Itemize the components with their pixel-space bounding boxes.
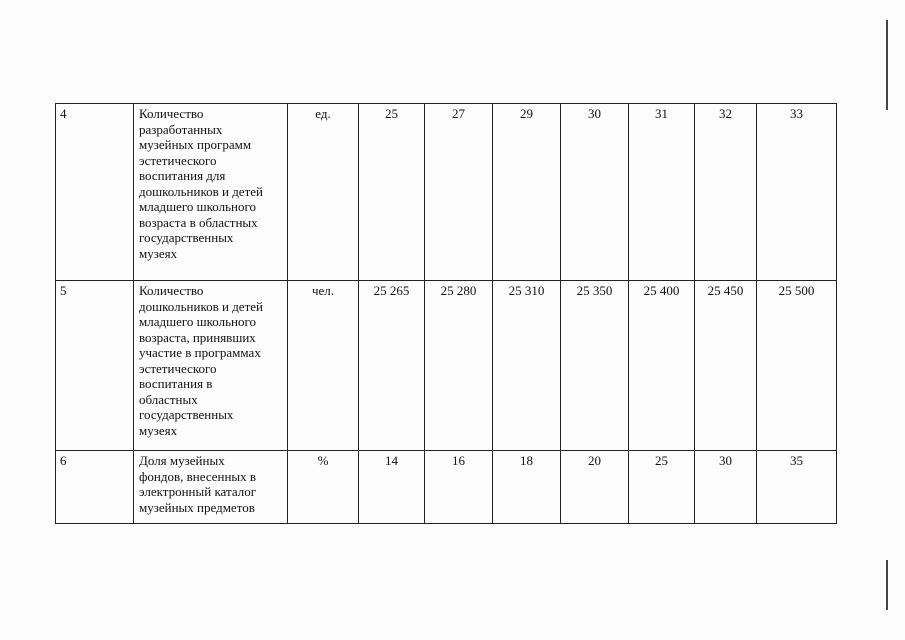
value-cell: 25 310 xyxy=(492,280,561,451)
scan-edge-mark xyxy=(886,560,888,610)
row-number: 4 xyxy=(55,103,134,281)
value-cell: 27 xyxy=(424,103,493,281)
value-cell: 20 xyxy=(560,450,629,524)
value-cell: 33 xyxy=(756,103,837,281)
table-row: 4 Количество разработанных музейных прогр… xyxy=(55,103,837,281)
indicator-description: Количество разработанных музейных програ… xyxy=(133,103,288,281)
unit-cell: % xyxy=(287,450,359,524)
row-number: 5 xyxy=(55,280,134,451)
value-cell: 25 265 xyxy=(358,280,425,451)
scan-edge-mark xyxy=(886,20,888,110)
unit-cell: ед. xyxy=(287,103,359,281)
indicator-description: Количество дошкольников и детей младшего… xyxy=(133,280,288,451)
value-cell: 25 500 xyxy=(756,280,837,451)
value-cell: 31 xyxy=(628,103,695,281)
indicator-description: Доля музейных фондов, внесенных в электр… xyxy=(133,450,288,524)
value-cell: 25 xyxy=(628,450,695,524)
row-number: 6 xyxy=(55,450,134,524)
value-cell: 16 xyxy=(424,450,493,524)
value-cell: 18 xyxy=(492,450,561,524)
value-cell: 30 xyxy=(694,450,757,524)
value-cell: 30 xyxy=(560,103,629,281)
value-cell: 35 xyxy=(756,450,837,524)
table-row: 5 Количество дошкольников и детей младшег… xyxy=(55,280,837,451)
unit-cell: чел. xyxy=(287,280,359,451)
value-cell: 25 450 xyxy=(694,280,757,451)
value-cell: 25 280 xyxy=(424,280,493,451)
table-row: 6 Доля музейных фондов, внесенных в элект… xyxy=(55,450,837,524)
value-cell: 14 xyxy=(358,450,425,524)
indicators-table: 4 Количество разработанных музейных прогр… xyxy=(55,103,837,524)
value-cell: 29 xyxy=(492,103,561,281)
value-cell: 25 xyxy=(358,103,425,281)
value-cell: 32 xyxy=(694,103,757,281)
value-cell: 25 400 xyxy=(628,280,695,451)
value-cell: 25 350 xyxy=(560,280,629,451)
